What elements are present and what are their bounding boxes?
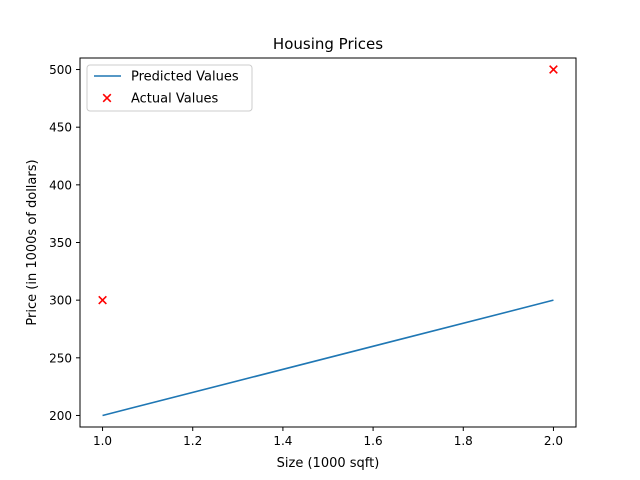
x-tick-label: 1.6	[364, 434, 383, 448]
legend-item: Predicted Values	[94, 70, 239, 85]
predicted-values-line	[102, 299, 554, 417]
y-tick-label: 300	[49, 294, 72, 308]
y-tick-label: 450	[49, 121, 72, 135]
y-tick-label: 200	[49, 409, 72, 423]
legend: Predicted Values Actual Values	[86, 64, 253, 112]
axes: 1.0 1.2 1.4 1.6 1.8 2.0 200 250 300 350 400 450 500	[49, 63, 563, 448]
y-axis-label: Price (in 1000s of dollars)	[25, 159, 40, 325]
y-tick-label: 500	[49, 63, 72, 77]
legend-label: Predicted Values	[131, 70, 239, 85]
x-tick-label: 1.2	[183, 434, 202, 448]
actual-value-point	[98, 295, 107, 305]
legend-box	[86, 64, 253, 112]
y-tick-label: 350	[49, 236, 72, 250]
x-tick-label: 1.8	[454, 434, 473, 448]
x-tick-label: 1.0	[93, 434, 112, 448]
legend-label: Actual Values	[131, 92, 219, 107]
plot-area	[98, 65, 558, 417]
y-tick-label: 250	[49, 351, 72, 365]
x-tick-label: 2.0	[544, 434, 563, 448]
x-tick-label: 1.4	[273, 434, 292, 448]
axes-frame	[79, 57, 577, 428]
actual-value-point	[549, 65, 558, 74]
x-axis-label: Size (1000 sqft)	[277, 456, 380, 471]
legend-item: Actual Values	[102, 92, 219, 107]
y-tick-label: 400	[49, 178, 72, 192]
chart-title: Housing Prices	[273, 35, 383, 53]
legend-marker-swatch	[102, 93, 112, 103]
